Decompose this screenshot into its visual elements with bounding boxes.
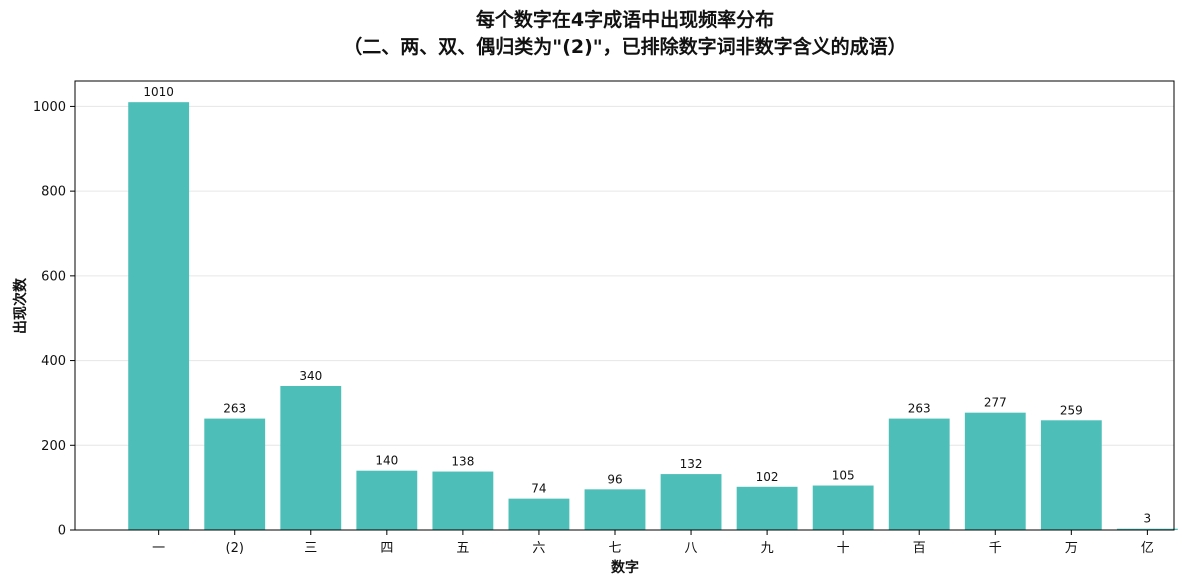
data-label: 263 xyxy=(223,402,246,416)
y-tick-label: 800 xyxy=(41,185,66,200)
bar xyxy=(584,489,646,530)
x-tick-label: 七 xyxy=(608,541,621,556)
data-label: 340 xyxy=(299,369,322,383)
bar xyxy=(660,474,722,530)
bar xyxy=(736,486,798,530)
x-tick-label: 十 xyxy=(837,541,850,556)
data-label: 105 xyxy=(832,469,855,483)
bar xyxy=(508,498,570,530)
bar xyxy=(1116,528,1178,530)
data-label: 96 xyxy=(607,472,622,486)
bars xyxy=(128,102,1178,530)
y-tick-label: 0 xyxy=(58,524,66,539)
y-tick-label: 1000 xyxy=(33,100,66,115)
x-tick-label: 六 xyxy=(532,541,545,556)
data-label: 138 xyxy=(451,455,474,469)
bar xyxy=(964,412,1026,530)
y-tick-label: 600 xyxy=(41,269,66,284)
data-label: 140 xyxy=(375,454,398,468)
data-label: 132 xyxy=(680,457,703,471)
y-tick-label: 400 xyxy=(41,354,66,369)
chart-title: 每个数字在4字成语中出现频率分布 xyxy=(476,8,774,31)
chart-subtitle: （二、两、双、偶归类为"(2)"，已排除数字词非数字含义的成语） xyxy=(343,35,906,58)
bar xyxy=(204,418,266,530)
bar xyxy=(812,485,874,530)
x-tick-label: (2) xyxy=(226,541,244,556)
x-tick-label: 九 xyxy=(761,541,774,556)
x-axis-ticks: 一 (2) 三 四 五 六 七 八 九 十 百 千 万 亿 xyxy=(152,530,1154,556)
y-tick-label: 200 xyxy=(41,439,66,454)
plot-frame xyxy=(74,80,1175,531)
data-label: 1010 xyxy=(143,85,174,99)
data-label: 259 xyxy=(1060,403,1083,417)
bar xyxy=(1040,420,1102,530)
bar xyxy=(356,470,418,530)
x-tick-label: 八 xyxy=(685,541,698,556)
data-label: 3 xyxy=(1144,512,1152,526)
value-labels: 1010 263 340 140 138 74 96 132 102 105 263 277 259 3 xyxy=(143,85,1151,526)
x-tick-label: 万 xyxy=(1065,541,1078,556)
data-label: 263 xyxy=(908,402,931,416)
x-axis-label: 数字 xyxy=(611,559,639,576)
x-tick-label: 三 xyxy=(304,541,317,556)
x-tick-label: 五 xyxy=(456,541,469,556)
x-tick-label: 亿 xyxy=(1141,541,1154,556)
data-label: 277 xyxy=(984,396,1007,410)
x-tick-label: 千 xyxy=(989,541,1002,556)
bar xyxy=(280,385,342,530)
data-label: 74 xyxy=(531,482,546,496)
y-axis-label: 出现次数 xyxy=(12,277,29,334)
data-label: 102 xyxy=(756,470,779,484)
bar xyxy=(888,418,950,530)
bar xyxy=(432,471,494,530)
x-tick-label: 百 xyxy=(913,541,926,556)
x-tick-label: 一 xyxy=(152,541,165,556)
x-tick-label: 四 xyxy=(380,541,393,556)
bar xyxy=(128,102,190,530)
y-axis-ticks: 0 200 400 600 800 1000 xyxy=(33,100,75,539)
